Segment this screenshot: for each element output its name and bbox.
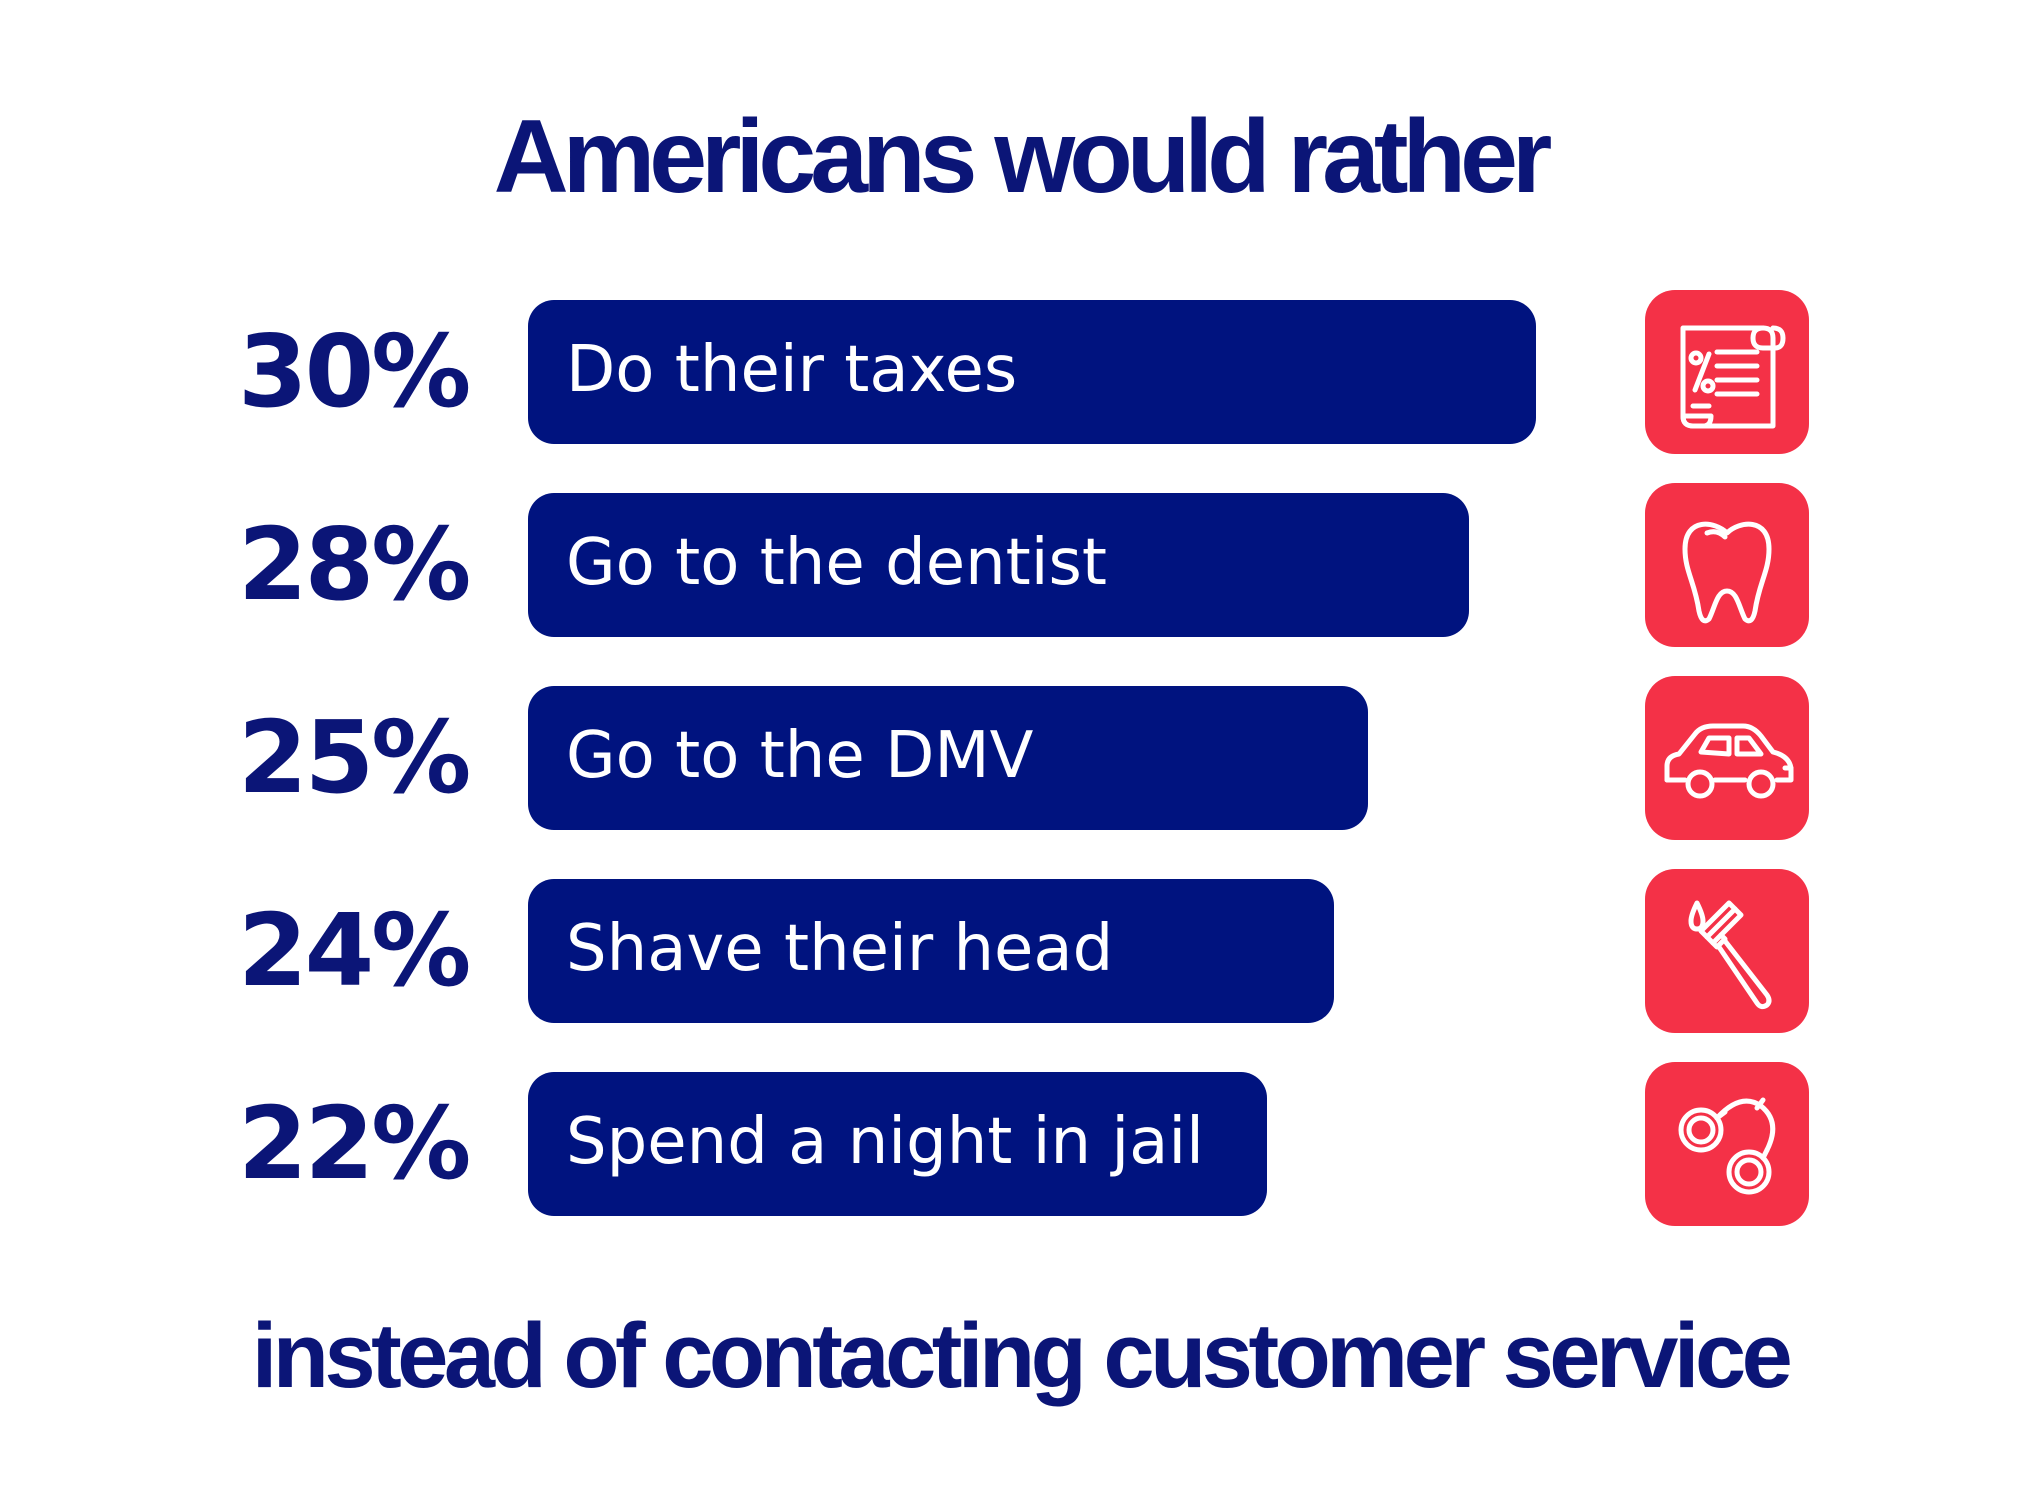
bar-label-dmv: Go to the DMV <box>566 719 1034 793</box>
handcuffs-icon <box>1645 1062 1809 1226</box>
bar-label-shave: Shave their head <box>566 912 1114 986</box>
value-label-dmv: 25% <box>238 699 471 816</box>
razor-icon <box>1645 869 1809 1033</box>
bar-shave: Shave their head <box>528 879 1334 1023</box>
tooth-icon <box>1645 483 1809 647</box>
bar-label-jail: Spend a night in jail <box>566 1105 1204 1179</box>
value-label-taxes: 30% <box>238 313 471 430</box>
bar-taxes: Do their taxes <box>528 300 1536 444</box>
car-icon <box>1645 676 1809 840</box>
value-label-shave: 24% <box>238 892 471 1009</box>
bar-label-taxes: Do their taxes <box>566 333 1018 407</box>
bar-dmv: Go to the DMV <box>528 686 1368 830</box>
chart-title: Americans would rather <box>493 99 1553 215</box>
tax-document-icon <box>1645 290 1809 454</box>
bar-label-dentist: Go to the dentist <box>566 526 1107 600</box>
bar-jail: Spend a night in jail <box>528 1072 1267 1216</box>
value-label-jail: 22% <box>238 1085 471 1202</box>
chart-subtitle: instead of contacting customer service <box>251 1305 1793 1407</box>
bar-dentist: Go to the dentist <box>528 493 1469 637</box>
value-label-dentist: 28% <box>238 506 471 623</box>
